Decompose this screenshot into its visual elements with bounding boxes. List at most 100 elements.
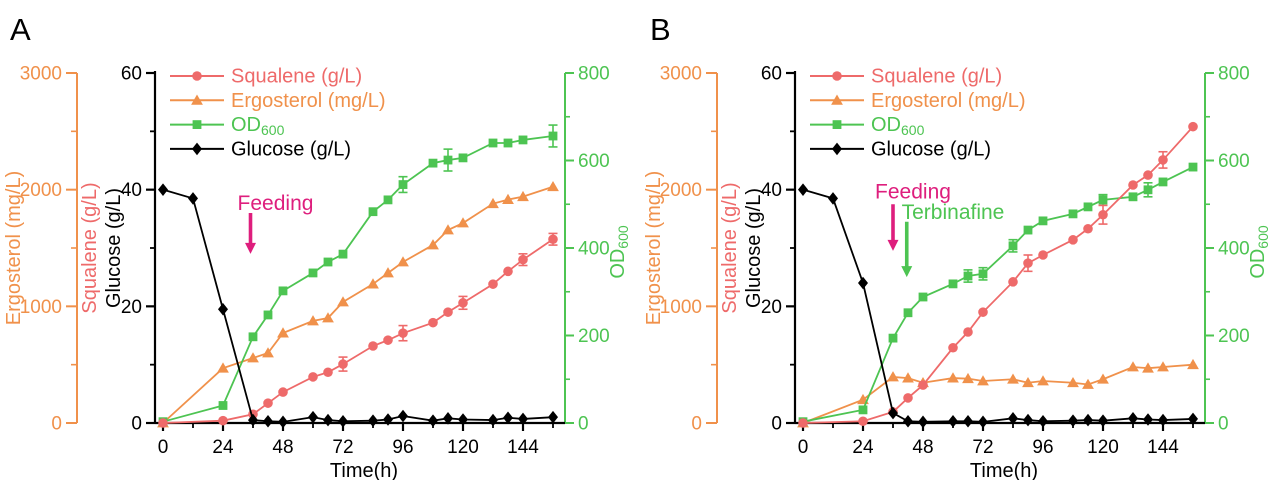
od600-point [368,207,378,217]
ergosterol-mg-l-point [1037,375,1049,386]
ergosterol-mg-l-point [1127,361,1139,372]
glucose-g-l-point [458,413,468,426]
glucose-g-l-point [1188,412,1198,426]
x-axis: 0 24 48 72 96 120 144 Time(h) [795,421,1205,480]
squalene-g-l-point [1008,277,1018,287]
down-arrow-head-icon [887,239,899,251]
legend-item-ergosterol-mg-l: Ergosterol (mg/L) [810,90,1026,112]
glucose-g-l-point [918,415,928,429]
series-glucose-g-l [158,183,558,429]
ergosterol-mg-l-point [547,180,559,192]
od600-point [503,138,513,148]
glucose-g-l-point [548,410,558,424]
squalene-g-l-point [978,307,988,317]
glucose-g-l-axis-title: Glucose (g/L) [743,188,765,308]
squalene-g-l-point [1023,258,1033,268]
glucose-g-l-point [158,183,168,196]
od600-point [1083,202,1093,212]
tick-label: 72 [972,437,993,458]
tick-label: 0 [158,437,169,458]
squalene-g-l-point [1038,250,1048,260]
series-squalene-g-l [798,121,1198,428]
ergosterol-mg-l-point [367,278,379,289]
legend-item-squalene-g-l: Squalene (g/L) [810,66,1002,88]
squalene-g-l-point [518,254,528,265]
squalene-g-l-point [503,266,513,277]
legend-item-ergosterol-mg-l: Ergosterol (mg/L) [170,90,386,112]
squalene-g-l-point [323,367,333,378]
od600-point [338,249,348,259]
glucose-g-l-point [218,302,228,316]
tick-label: 0 [1218,414,1229,435]
ergosterol-mg-l-point [1067,376,1079,388]
od600-point [1023,225,1033,235]
square-legend-marker-icon [192,120,202,129]
squalene-g-l-point [1083,223,1093,234]
glucose-g-l-point [978,415,988,429]
panel-a-label: A [10,12,31,47]
series-od600 [798,162,1198,427]
legend-label: Ergosterol (mg/L) [231,90,386,112]
glucose-g-l-point [888,406,898,420]
tick-label: 600 [578,151,610,172]
ergosterol-mg-l-point [277,327,289,338]
tick-label: 800 [578,64,610,85]
glucose-g-l-point [948,414,958,428]
od600-point [308,268,318,278]
series-od600 [158,124,558,427]
legend-label: Glucose (g/L) [231,138,351,160]
ergosterol-mg-l-point [947,372,959,383]
glucose-g-l-point [1068,414,1078,427]
glucose-g-l-point [1038,414,1048,428]
glucose-g-l-point [338,414,348,428]
ergosterol-mg-l-point [307,315,319,326]
od600-point [888,333,898,343]
od600-axis-title: OD600 [1247,225,1271,279]
square-legend-marker-icon [832,120,842,129]
ergosterol-mg-l-point [337,296,349,307]
glucose-g-l-point [963,414,973,428]
od600-point [963,271,973,281]
ergosterol-mg-l-point [217,362,229,373]
glucose-g-l-point [398,409,408,423]
tick-label: 400 [1218,239,1250,260]
legend-label: Squalene (g/L) [871,66,1002,88]
squalene-g-l-point [308,372,318,382]
od600-point [1068,209,1078,219]
od600-point [978,269,988,279]
annotation-feeding: Feeding [875,180,951,251]
tick-label: 24 [212,437,234,458]
ergosterol-mg-l-point [487,197,499,209]
ergosterol-mg-l-point [1157,361,1169,372]
ergosterol-mg-l-point [457,217,469,228]
tick-label: 24 [852,437,874,458]
od600-point [1038,216,1048,226]
glucose-g-l-point [1158,413,1168,427]
squalene-g-l-point [218,415,228,426]
od600-axis-title: OD600 [607,225,631,279]
legend-item-od600: OD600 [170,114,285,138]
glucose-g-l-point [368,414,378,427]
series-ergosterol-mg-l [797,358,1199,428]
squalene-g-l-point [1068,235,1078,245]
x-axis-title: Time(h) [970,460,1038,480]
ergosterol-mg-l-point [977,375,989,386]
panel-b-label: B [650,12,671,47]
ergosterol-mg-l-point [1187,358,1199,370]
tick-label: 3000 [660,64,702,85]
tick-label: 400 [578,239,610,260]
ergosterol-mg-l-point [1097,373,1109,384]
squalene-g-l-point [263,398,273,408]
glucose-squalene-axis: 0 20 40 60 [121,64,157,435]
glucose-g-l-point [488,413,498,427]
ergosterol-mg-l-point [887,371,899,382]
od600-point [1128,192,1138,202]
ergosterol-mg-l-point [1082,378,1094,389]
squalene-g-l-point [1143,170,1153,180]
od600-point [518,135,528,145]
glucose-g-l-point [1008,412,1018,425]
glucose-g-l-point [1143,413,1153,426]
squalene-g-l-axis-title: Squalene (g/L) [719,182,741,313]
series-line [162,238,554,424]
glucose-g-l-point [1023,413,1033,427]
